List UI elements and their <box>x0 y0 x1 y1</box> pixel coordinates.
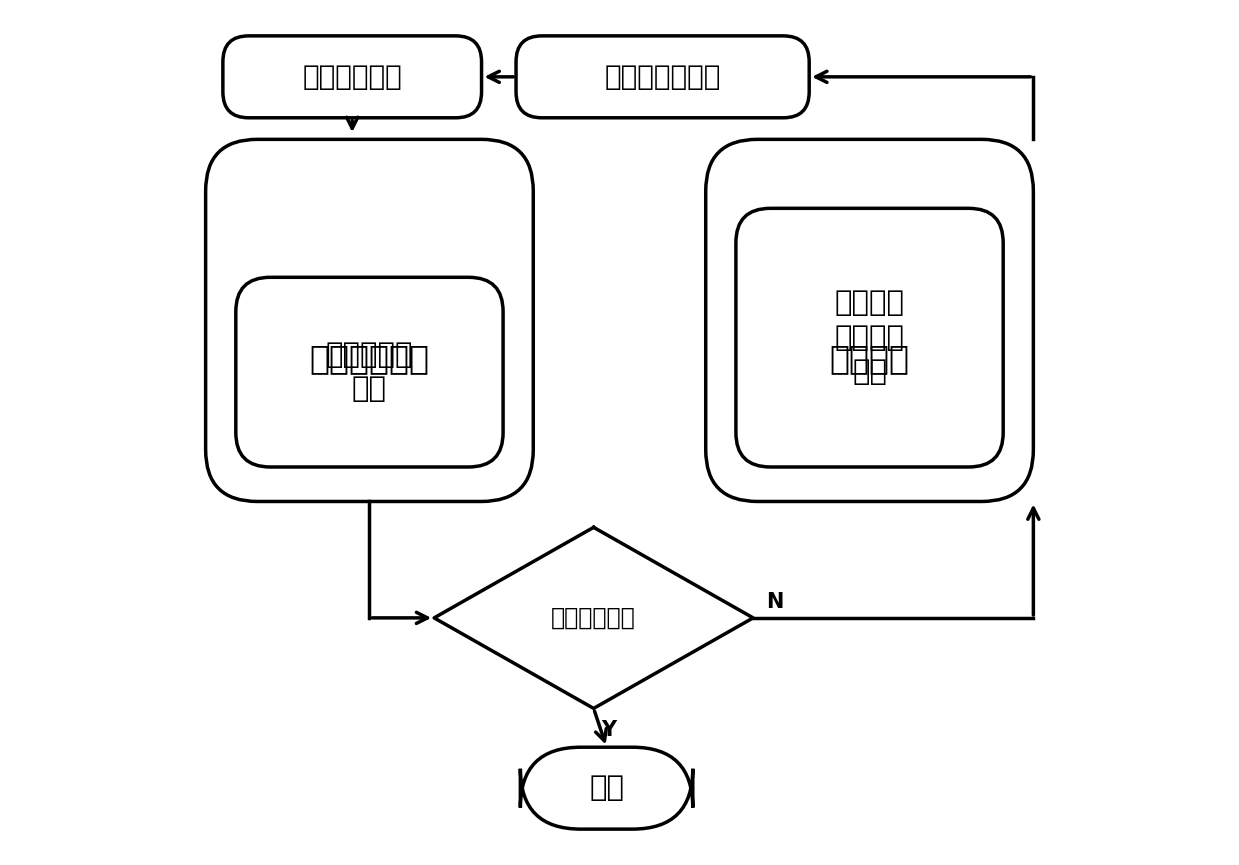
Text: 生成新注入策略: 生成新注入策略 <box>605 63 721 91</box>
Text: 支配方程求解: 支配方程求解 <box>310 342 430 375</box>
FancyBboxPatch shape <box>706 139 1033 502</box>
FancyBboxPatch shape <box>206 139 533 502</box>
Text: N: N <box>766 593 783 612</box>
Text: 结束: 结束 <box>589 774 624 802</box>
Polygon shape <box>434 528 753 708</box>
FancyBboxPatch shape <box>520 747 693 830</box>
Text: 优化方法: 优化方法 <box>830 342 909 375</box>
FancyBboxPatch shape <box>515 35 809 118</box>
FancyBboxPatch shape <box>235 278 503 467</box>
Text: 全隐式联立
求解: 全隐式联立 求解 <box>326 341 413 403</box>
Text: 级长可变
迭代动态
规划: 级长可变 迭代动态 规划 <box>835 289 904 387</box>
Text: 迭代终止条件: 迭代终止条件 <box>551 606 636 630</box>
Text: 初始注入策略: 初始注入策略 <box>302 63 403 91</box>
FancyBboxPatch shape <box>736 208 1004 467</box>
Text: Y: Y <box>602 720 617 740</box>
FancyBboxPatch shape <box>223 35 482 118</box>
